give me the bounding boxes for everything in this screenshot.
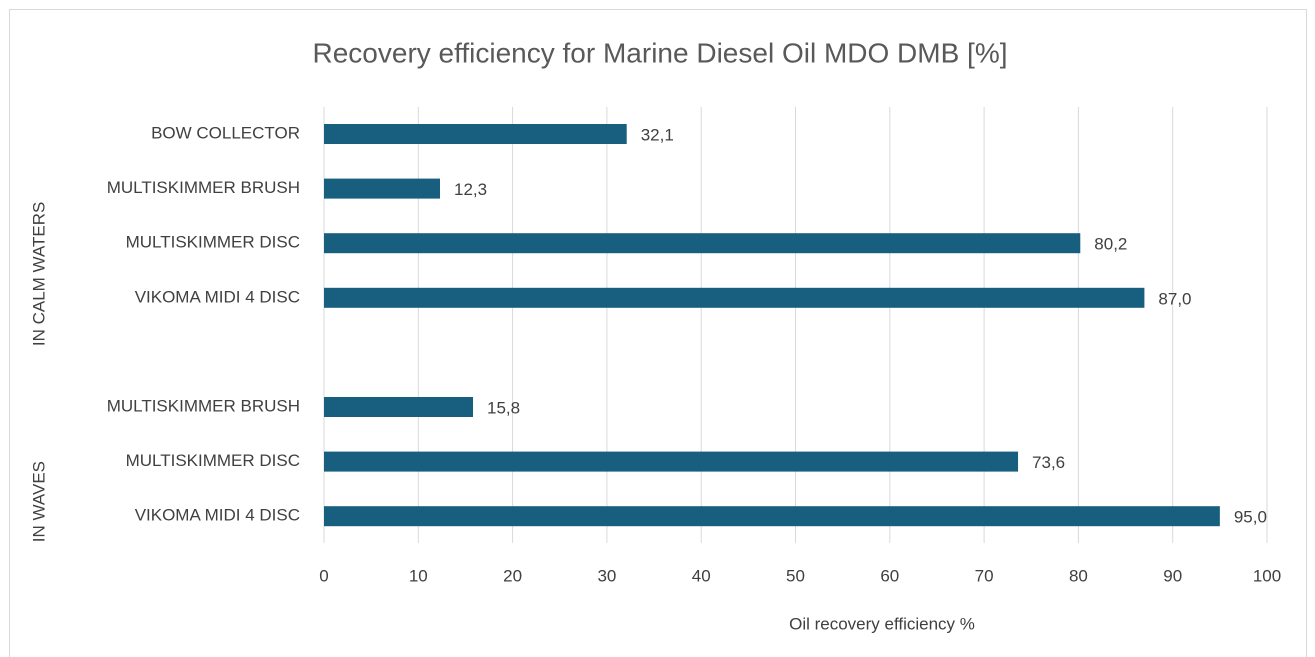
group-label: IN CALM WATERS (29, 202, 48, 347)
x-tick-label: 20 (503, 566, 522, 585)
chart-border (9, 9, 1307, 657)
data-label: 12,3 (454, 180, 487, 199)
x-tick-label: 0 (319, 566, 328, 585)
bar (324, 124, 627, 144)
data-label: 73,6 (1032, 453, 1065, 472)
x-tick-label: 100 (1253, 566, 1281, 585)
bar (324, 506, 1220, 527)
x-tick-label: 30 (597, 566, 616, 585)
bar (324, 451, 1019, 472)
bar (324, 397, 473, 417)
data-label: 32,1 (641, 125, 674, 144)
x-tick-label: 90 (1163, 566, 1182, 585)
x-tick-label: 80 (1069, 566, 1088, 585)
x-axis-label: Oil recovery efficiency % (789, 614, 975, 633)
y-tick-label: MULTISKIMMER DISC (126, 233, 300, 252)
y-tick-label: VIKOMA MIDI 4 DISC (135, 287, 300, 306)
y-tick-label: MULTISKIMMER DISC (126, 451, 300, 470)
bar (324, 233, 1081, 254)
data-label: 80,2 (1094, 235, 1127, 254)
y-tick-label: VIKOMA MIDI 4 DISC (135, 506, 300, 525)
data-label: 95,0 (1234, 508, 1267, 527)
y-tick-label: BOW COLLECTOR (151, 123, 300, 142)
x-tick-label: 70 (975, 566, 994, 585)
x-tick-label: 60 (880, 566, 899, 585)
x-tick-label: 50 (786, 566, 805, 585)
chart-title: Recovery efficiency for Marine Diesel Oi… (313, 37, 1008, 68)
y-tick-label: MULTISKIMMER BRUSH (107, 178, 300, 197)
group-label: IN WAVES (29, 461, 48, 542)
y-tick-label: MULTISKIMMER BRUSH (107, 396, 300, 415)
bar (324, 178, 440, 199)
x-tick-label: 10 (409, 566, 428, 585)
x-tick-label: 40 (692, 566, 711, 585)
bar (324, 287, 1145, 308)
data-label: 15,8 (487, 398, 520, 417)
data-label: 87,0 (1158, 289, 1191, 308)
